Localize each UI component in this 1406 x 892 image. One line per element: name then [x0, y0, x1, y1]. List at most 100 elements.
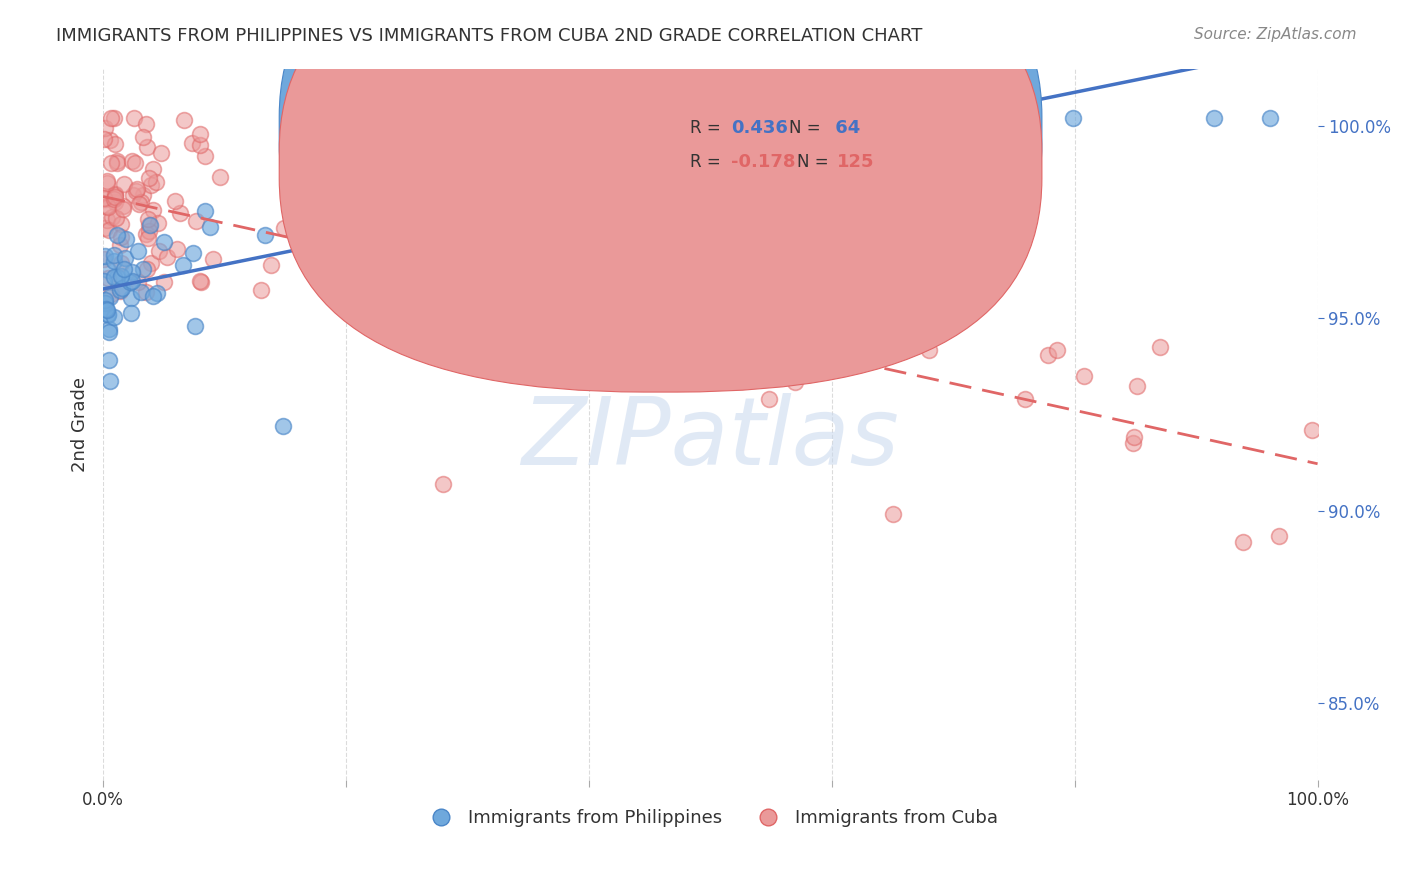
Point	[110, 281, 132, 295]
Point	[468, 257, 491, 271]
Point	[547, 251, 569, 265]
Point	[138, 171, 160, 186]
Point	[98, 322, 121, 336]
Point	[103, 248, 125, 262]
Point	[917, 343, 939, 357]
Point	[120, 291, 142, 305]
Point	[101, 211, 124, 225]
Point	[104, 187, 127, 202]
Point	[897, 112, 920, 126]
Point	[202, 252, 225, 267]
Point	[138, 224, 160, 238]
Point	[100, 156, 122, 170]
Point	[104, 195, 127, 210]
Point	[105, 269, 128, 284]
Point	[121, 264, 143, 278]
Point	[935, 112, 957, 126]
Point	[136, 231, 159, 245]
Point	[314, 252, 336, 266]
Point	[307, 213, 329, 227]
Point	[1268, 529, 1291, 543]
Point	[103, 193, 125, 207]
Point	[141, 178, 163, 192]
Point	[169, 206, 191, 220]
Point	[146, 216, 169, 230]
Point	[148, 244, 170, 259]
Point	[139, 218, 162, 232]
Point	[125, 184, 148, 198]
Point	[153, 276, 176, 290]
Point	[249, 283, 271, 297]
Point	[586, 256, 609, 270]
Point	[110, 256, 132, 270]
Point	[105, 154, 128, 169]
Point	[112, 261, 135, 276]
Point	[125, 181, 148, 195]
Point	[1202, 112, 1225, 126]
Point	[1122, 430, 1144, 444]
Point	[666, 348, 689, 362]
Point	[100, 286, 122, 301]
Point	[673, 265, 696, 279]
Point	[138, 218, 160, 232]
Point	[112, 177, 135, 191]
Point	[103, 112, 125, 126]
Point	[166, 242, 188, 256]
Point	[188, 137, 211, 152]
Point	[96, 302, 118, 317]
Point	[652, 243, 675, 257]
Point	[801, 258, 824, 272]
Text: R =: R =	[690, 153, 725, 170]
Point	[505, 365, 527, 379]
Point	[142, 161, 165, 176]
Point	[120, 275, 142, 289]
Point	[863, 112, 886, 126]
Point	[1126, 379, 1149, 393]
Point	[422, 237, 444, 252]
Point	[93, 295, 115, 310]
Text: -0.178: -0.178	[731, 153, 796, 170]
Point	[110, 283, 132, 297]
Text: N =: N =	[789, 119, 827, 136]
Point	[121, 187, 143, 202]
Point	[108, 237, 131, 252]
Point	[121, 274, 143, 288]
Point	[121, 153, 143, 168]
Point	[172, 259, 194, 273]
Point	[515, 169, 537, 184]
Point	[294, 249, 316, 263]
Point	[498, 297, 520, 311]
Point	[114, 232, 136, 246]
Point	[145, 175, 167, 189]
Point	[198, 219, 221, 234]
Point	[1122, 436, 1144, 450]
Point	[194, 203, 217, 218]
Point	[103, 254, 125, 268]
Point	[188, 128, 211, 142]
Point	[165, 194, 187, 208]
Point	[132, 187, 155, 202]
Point	[104, 137, 127, 152]
Point	[209, 169, 232, 184]
Point	[437, 233, 460, 247]
Point	[129, 285, 152, 300]
Point	[150, 146, 173, 161]
Text: 125: 125	[837, 153, 875, 170]
Point	[94, 250, 117, 264]
Point	[96, 213, 118, 227]
Point	[617, 318, 640, 333]
Text: 64: 64	[830, 119, 860, 136]
Point	[132, 130, 155, 145]
Point	[181, 136, 204, 150]
Point	[190, 276, 212, 290]
Point	[758, 392, 780, 406]
Point	[326, 271, 349, 285]
Point	[641, 135, 664, 149]
Point	[135, 117, 157, 131]
Point	[97, 308, 120, 322]
Point	[363, 212, 385, 227]
FancyBboxPatch shape	[280, 0, 1042, 392]
Point	[96, 173, 118, 187]
FancyBboxPatch shape	[626, 104, 922, 193]
Point	[135, 285, 157, 299]
